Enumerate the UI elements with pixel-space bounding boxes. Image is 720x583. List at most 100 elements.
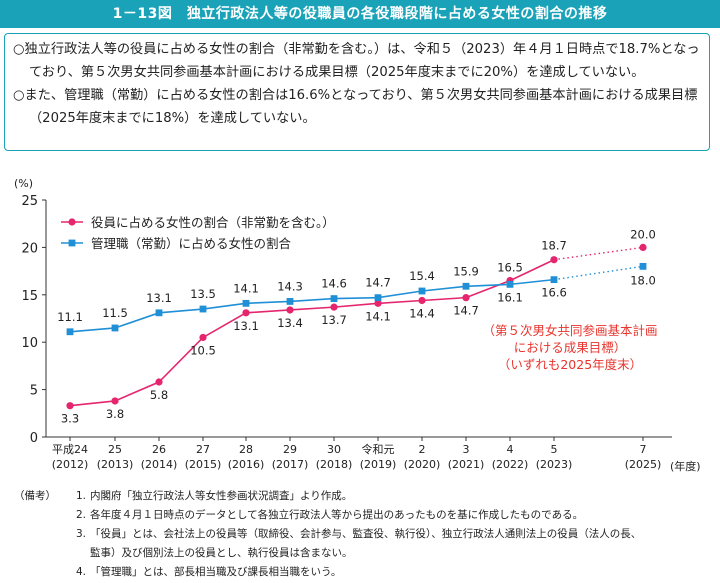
legend-marker [68, 239, 76, 247]
managers-point [111, 324, 119, 332]
y-tick-label: 5 [30, 384, 38, 399]
chart-legend: 役員に占める女性の割合（非常勤を含む。） 管理職（常勤）に占める女性の割合 [61, 215, 335, 251]
x-tick-label-era: 4 [507, 443, 514, 456]
officers-data-label: 14.1 [365, 309, 391, 323]
managers-data-label: 14.6 [321, 277, 347, 291]
note-text: 監事）及び個別法上の役員とし、執行役員は含まない。 [90, 547, 353, 559]
y-tick-label: 0 [30, 431, 38, 446]
x-tick-label-era: 30 [327, 443, 341, 456]
summary-box: ○独立行政法人等の役員に占める女性の割合（非常勤を含む。）は、令和５（2023）… [4, 33, 710, 151]
officers-data-label: 18.7 [541, 239, 567, 253]
managers-data-label: 15.4 [409, 269, 435, 283]
x-tick-label-year: (2014) [141, 458, 178, 471]
officers-data-label: 13.4 [277, 316, 303, 330]
officers-point [111, 397, 119, 405]
officers-point [242, 309, 250, 317]
officers-point [199, 333, 207, 342]
managers-point [506, 280, 514, 288]
x-tick-label-era: 27 [196, 443, 210, 456]
officers-target-label: 20.0 [630, 227, 656, 241]
officers-point [550, 256, 558, 264]
note-number: 3. [75, 528, 86, 540]
note-text: 「役員」とは、会社法上の役員等（取締役、会計参与、監査役、執行役）、独立行政法人… [90, 528, 642, 540]
note-text: 各年度４月１日時点のデータとして各独立行政法人等から提出のあったものを基に作成し… [90, 509, 584, 521]
managers-point [374, 294, 382, 302]
officers-point [374, 299, 382, 307]
officers-series-line [69, 259, 555, 407]
officers-point [286, 306, 294, 314]
x-tick-label-year: (2018) [316, 458, 353, 471]
officers-data-label: 14.4 [409, 306, 435, 320]
managers-data-label: 13.5 [190, 287, 216, 301]
managers-series-line [69, 278, 555, 333]
target-annotation-line: （いずれも2025年度末） [498, 357, 642, 372]
chart-data-labels: 3.3 3.8 5.8 10.5 13.1 13.4 13.7 14.1 14.4 14.7 16.… [57, 227, 656, 425]
officers-data-label: 14.7 [453, 304, 479, 318]
figure-title: 1－13図 独立行政法人等の役職員の各役職段階に占める女性の割合の推移 [0, 0, 720, 28]
x-tick-label-era: 2 [419, 443, 426, 456]
officers-data-label: 5.8 [150, 388, 168, 402]
managers-point [462, 282, 470, 290]
y-axis-label: (%) [14, 177, 33, 190]
x-tick-label-era: 26 [152, 443, 166, 456]
x-tick-label-era: 28 [239, 443, 253, 456]
note-row: 3. 「役員」とは、会社法上の役員等（取締役、会計参与、監査役、執行役）、独立行政… [14, 525, 714, 544]
note-row: 監事）及び個別法上の役員とし、執行役員は含まない。 [14, 544, 714, 563]
managers-target-label: 18.0 [630, 273, 656, 287]
x-tick-label-era: 25 [108, 443, 122, 456]
x-tick-label-era: 平成24 [52, 443, 88, 456]
managers-point [286, 298, 294, 305]
x-tick-label-year: (2012) [52, 458, 89, 471]
note-number: 2. [75, 509, 86, 521]
managers-data-label: 16.1 [497, 290, 523, 304]
managers-point [66, 328, 74, 336]
officers-point [462, 294, 470, 302]
x-axis-label: (年度) [670, 459, 701, 473]
managers-data-label: 13.1 [146, 291, 172, 305]
managers-point [550, 276, 558, 284]
note-row: 2. 各年度４月１日時点のデータとして各独立行政法人等から提出のあったものを基に作… [14, 506, 714, 525]
x-tick-label-year: (2020) [404, 458, 441, 471]
summary-text-managers: ○また、管理職（常勤）に占める女性の割合は16.6%となっており、第５次男女共同… [13, 88, 698, 126]
officers-point [66, 402, 74, 410]
legend-marker [68, 218, 76, 226]
managers-target-point [639, 262, 647, 270]
managers-data-label: 16.6 [541, 286, 567, 300]
x-tick-label-year: (2015) [185, 458, 222, 471]
summary-text-officers: ○独立行政法人等の役員に占める女性の割合（非常勤を含む。）は、令和５（2023）… [13, 42, 700, 80]
officers-data-label: 10.5 [190, 343, 216, 357]
x-tick-label-era: 令和元 [362, 442, 395, 456]
officers-data-label: 3.3 [61, 412, 79, 426]
managers-data-label: 14.7 [365, 276, 391, 290]
chart-series [66, 243, 647, 410]
note-row: （備考） 1. 内閣府「独立行政法人等女性参画状況調査」より作成。 [14, 487, 714, 506]
line-chart: (%)(年度) 0510152025平成24(2012)25(2013)26(2… [14, 177, 701, 473]
x-tick-label-era: 3 [463, 443, 470, 456]
managers-data-label: 14.1 [233, 281, 259, 295]
y-tick-label: 15 [21, 289, 38, 304]
managers-data-label: 11.5 [102, 306, 128, 320]
target-annotation-line: （第５次男女共同参画基本計画 [482, 323, 657, 338]
notes-lead: （備考） [14, 490, 56, 502]
chart-axes: (%) (年度) [14, 177, 701, 473]
target-annotation-line: における成果目標） [514, 340, 627, 355]
managers-data-label: 15.9 [453, 264, 479, 278]
officers-point [418, 296, 426, 305]
x-tick-label-year: (2013) [97, 458, 134, 471]
note-row: 4. 「管理職」とは、部長相当職及び課長相当職をいう。 [14, 563, 714, 582]
officers-target-line [553, 246, 644, 261]
x-tick-label-era: 29 [283, 443, 297, 456]
note-text: 内閣府「独立行政法人等女性参画状況調査」より作成。 [90, 490, 353, 502]
managers-data-label: 14.3 [277, 279, 303, 293]
x-tick-label-year: (2017) [272, 458, 309, 471]
managers-target-line [553, 265, 644, 281]
legend-label-managers: 管理職（常勤）に占める女性の割合 [91, 236, 292, 251]
notes: （備考） 1. 内閣府「独立行政法人等女性参画状況調査」より作成。 2. 各年度４月１… [14, 487, 714, 582]
chart-annotation: （第５次男女共同参画基本計画における成果目標） （いずれも2025年度末） [482, 323, 657, 372]
x-tick-label-year: (2025) [625, 458, 662, 471]
officers-point [155, 378, 163, 386]
x-tick-label-era: 5 [551, 443, 558, 456]
managers-point [330, 295, 338, 302]
managers-point [418, 287, 426, 295]
managers-point [242, 299, 250, 307]
